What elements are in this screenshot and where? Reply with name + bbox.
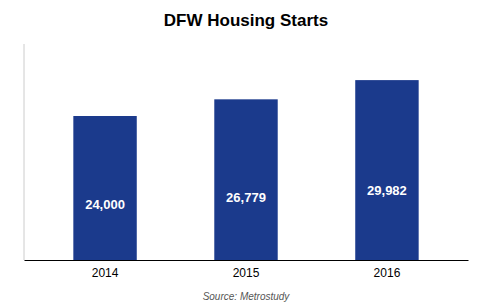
x-tick-label: 2015 xyxy=(233,266,260,280)
bar xyxy=(214,99,277,260)
x-tick: 2016 xyxy=(374,266,401,280)
data-labels: 24,000 26,779 29,982 xyxy=(85,183,407,212)
title: DFW Housing Starts xyxy=(164,11,328,30)
chart: 2014 2015 2016 24,000 26,779 29,982 DFW Housin… xyxy=(0,0,492,306)
x-tick: 2015 xyxy=(233,266,260,280)
bar xyxy=(73,116,136,260)
x-axis-line xyxy=(25,260,469,261)
x-axis: 2014 2015 2016 xyxy=(25,261,469,280)
data-label: 24,000 xyxy=(85,197,125,212)
plot-area: 2014 2015 2016 24,000 26,779 29,982 xyxy=(24,44,469,280)
data-label: 29,982 xyxy=(367,183,407,198)
y-axis-line xyxy=(24,44,25,260)
data-label: 26,779 xyxy=(226,190,266,205)
x-tick-label: 2014 xyxy=(92,266,119,280)
bars xyxy=(73,80,418,260)
x-tick: 2014 xyxy=(92,266,119,280)
x-tick-label: 2016 xyxy=(374,266,401,280)
annotation: Source: Metrostudy xyxy=(203,291,291,302)
bar xyxy=(355,80,418,260)
